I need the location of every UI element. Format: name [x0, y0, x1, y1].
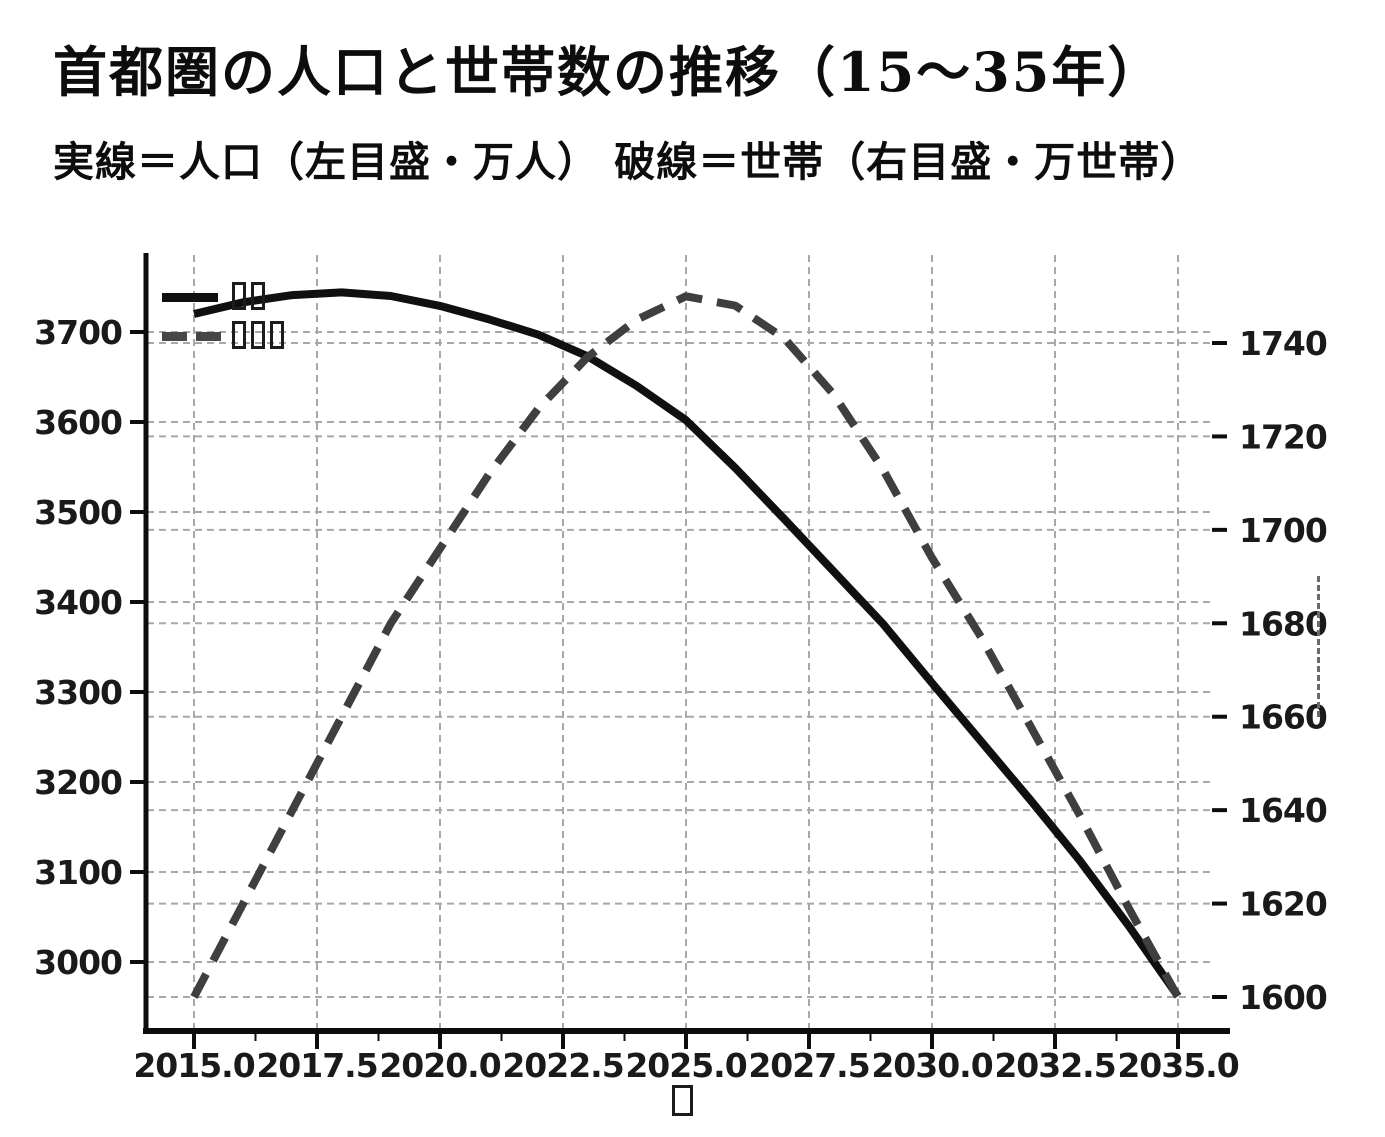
x-tick-label: 2032.5: [994, 1046, 1115, 1085]
x-tick-label: 2035.0: [1117, 1046, 1238, 1085]
missing-glyph-box: [672, 1085, 693, 1116]
left-tick-label: 3600: [34, 403, 122, 442]
x-tick-label: 2020.0: [379, 1046, 500, 1085]
right-tick-label: 1720: [1239, 417, 1327, 456]
left-tick-label: 3100: [34, 853, 122, 892]
population-line: [193, 288, 1182, 999]
right-tick-label: 1640: [1239, 791, 1327, 830]
legend-label-households-tofu: [232, 320, 289, 353]
left-tick-label: 3300: [34, 673, 122, 712]
x-tick-label: 2030.0: [871, 1046, 992, 1085]
x-tick-label: 2022.5: [502, 1046, 623, 1085]
legend-item-households: [162, 317, 289, 356]
left-tick-label: 3000: [34, 943, 122, 982]
left-tick-label: 3400: [34, 583, 122, 622]
right-tick-label: 1600: [1239, 978, 1327, 1017]
chart-title: 首都圏の人口と世帯数の推移（15～35年）: [53, 40, 1164, 104]
legend-item-population: [162, 278, 289, 317]
right-tick-label: 1700: [1239, 511, 1327, 550]
x-tick-label: 2027.5: [748, 1046, 869, 1085]
right-tick-label: 1660: [1239, 698, 1327, 737]
missing-glyph-box: [251, 320, 265, 349]
chart-subtitle: 実線＝人口（左目盛・万人） 破線＝世帯（右目盛・万世帯）: [53, 138, 1203, 186]
x-axis-label: [672, 1085, 698, 1120]
right-tick-label: 1620: [1239, 885, 1327, 924]
missing-glyph-box: [251, 281, 265, 310]
left-tick-label: 3200: [34, 763, 122, 802]
left-tick-label: 3500: [34, 493, 122, 532]
legend-label-population-tofu: [232, 281, 270, 314]
solid-line-swatch: [162, 293, 218, 302]
x-tick-label: 2025.0: [625, 1046, 746, 1085]
households-line: [190, 292, 1182, 999]
x-tick-label: 2017.5: [256, 1046, 377, 1085]
x-tick-label: 2015.0: [133, 1046, 254, 1085]
missing-glyph-box: [232, 320, 246, 349]
missing-glyph-box: [270, 320, 284, 349]
left-tick-label: 3700: [34, 313, 122, 352]
right-axis-label-tofu: [1317, 576, 1320, 717]
missing-glyph-box: [232, 281, 246, 310]
legend: [162, 278, 289, 356]
right-tick-label: 1680: [1239, 604, 1327, 643]
dashed-line-swatch: [162, 332, 224, 341]
right-tick-label: 1740: [1239, 324, 1327, 363]
